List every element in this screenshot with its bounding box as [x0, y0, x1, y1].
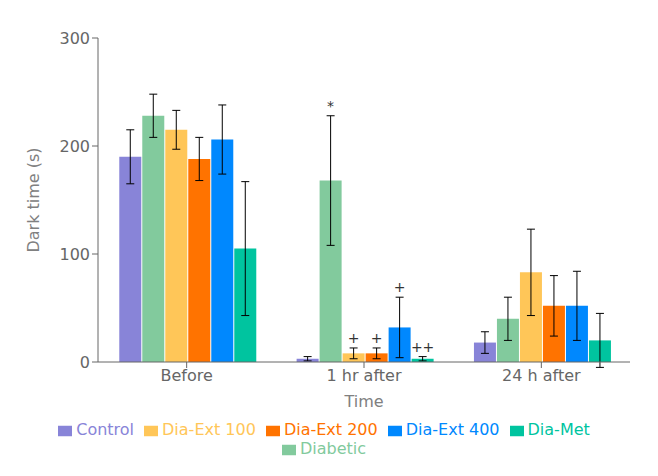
svg-text:+: +: [348, 330, 360, 346]
svg-text:24 h after: 24 h after: [502, 366, 581, 385]
svg-text:+: +: [394, 279, 406, 295]
html-text:Diabetic: Diabetic: [300, 439, 366, 458]
html-text:Dia-Ext 100: Dia-Ext 100: [162, 420, 256, 439]
svg-text:100: 100: [59, 245, 90, 264]
html-text:Dia-Ext 200: Dia-Ext 200: [283, 420, 378, 439]
svg-text:200: 200: [59, 137, 90, 156]
svg-text:Dark time (s): Dark time (s): [24, 147, 43, 252]
svg-text:Time: Time: [343, 392, 383, 411]
svg-text:1 hr after: 1 hr after: [327, 366, 402, 385]
svg-text:++: ++: [411, 339, 434, 355]
svg-text:+: +: [371, 330, 383, 346]
svg-text:300: 300: [59, 29, 90, 48]
html-text:Control: Control: [76, 420, 134, 439]
svg-text:0: 0: [80, 353, 90, 372]
svg-text:Before: Before: [161, 366, 213, 385]
html-text:Dia-Met: Dia-Met: [527, 420, 590, 439]
svg-text:*: *: [327, 98, 334, 114]
html-text:Dia-Ext 400: Dia-Ext 400: [405, 420, 500, 439]
